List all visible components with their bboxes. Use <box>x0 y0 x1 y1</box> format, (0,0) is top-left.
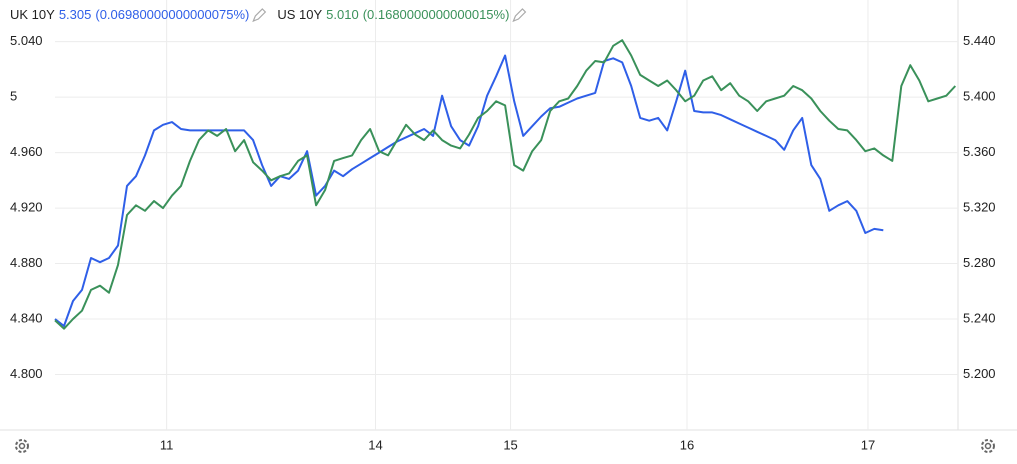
y2-tick-label: 5.360 <box>963 144 996 159</box>
edit-icon <box>252 8 267 23</box>
legend-latest: 5.010 <box>326 7 359 22</box>
legend-name: US 10Y <box>277 7 322 22</box>
legend-latest: 5.305 <box>59 7 92 22</box>
legend-text: US 10Y 5.010 (0.1680000000000015%) <box>277 7 509 22</box>
legend-item[interactable]: US 10Y 5.010 (0.1680000000000015%) <box>277 7 527 23</box>
y-tick-label: 4.800 <box>10 366 43 381</box>
x-tick-label: 11 <box>160 437 174 452</box>
y-tick-label: 4.920 <box>10 200 43 215</box>
legend-text: UK 10Y 5.305 (0.06980000000000075%) <box>10 7 249 22</box>
x-tick-label: 14 <box>368 437 382 452</box>
y2-tick-label: 5.280 <box>963 255 996 270</box>
y-tick-label: 5 <box>10 89 17 104</box>
y2-tick-label: 5.240 <box>963 310 996 325</box>
x-tick-label: 17 <box>861 437 875 452</box>
gear[interactable] <box>15 439 29 453</box>
settings-icon-left[interactable] <box>15 439 29 453</box>
y2-tick-label: 5.320 <box>963 200 996 215</box>
x-tick-label: 16 <box>680 437 694 452</box>
y-tick-label: 5.040 <box>10 33 43 48</box>
y-tick-label: 4.840 <box>10 310 43 325</box>
y-tick-label: 4.880 <box>10 255 43 270</box>
legend-name: UK 10Y <box>10 7 55 22</box>
gear[interactable] <box>981 439 995 453</box>
y2-tick-label: 5.440 <box>963 33 996 48</box>
y2-tick-label: 5.200 <box>963 366 996 381</box>
settings-icon-right[interactable] <box>981 439 995 453</box>
y-tick-label: 4.960 <box>10 144 43 159</box>
gear-hub[interactable] <box>18 442 26 450</box>
legend-change: (0.1680000000000015%) <box>363 7 510 22</box>
y2-tick-label: 5.400 <box>963 89 996 104</box>
legend-item[interactable]: UK 10Y 5.305 (0.06980000000000075%) <box>10 7 267 23</box>
legend-change: (0.06980000000000075%) <box>95 7 249 22</box>
edit-icon <box>512 8 527 23</box>
series-line <box>54 39 957 330</box>
x-tick-label: 15 <box>503 437 517 452</box>
series-line <box>54 54 884 327</box>
gear-hub[interactable] <box>984 442 992 450</box>
